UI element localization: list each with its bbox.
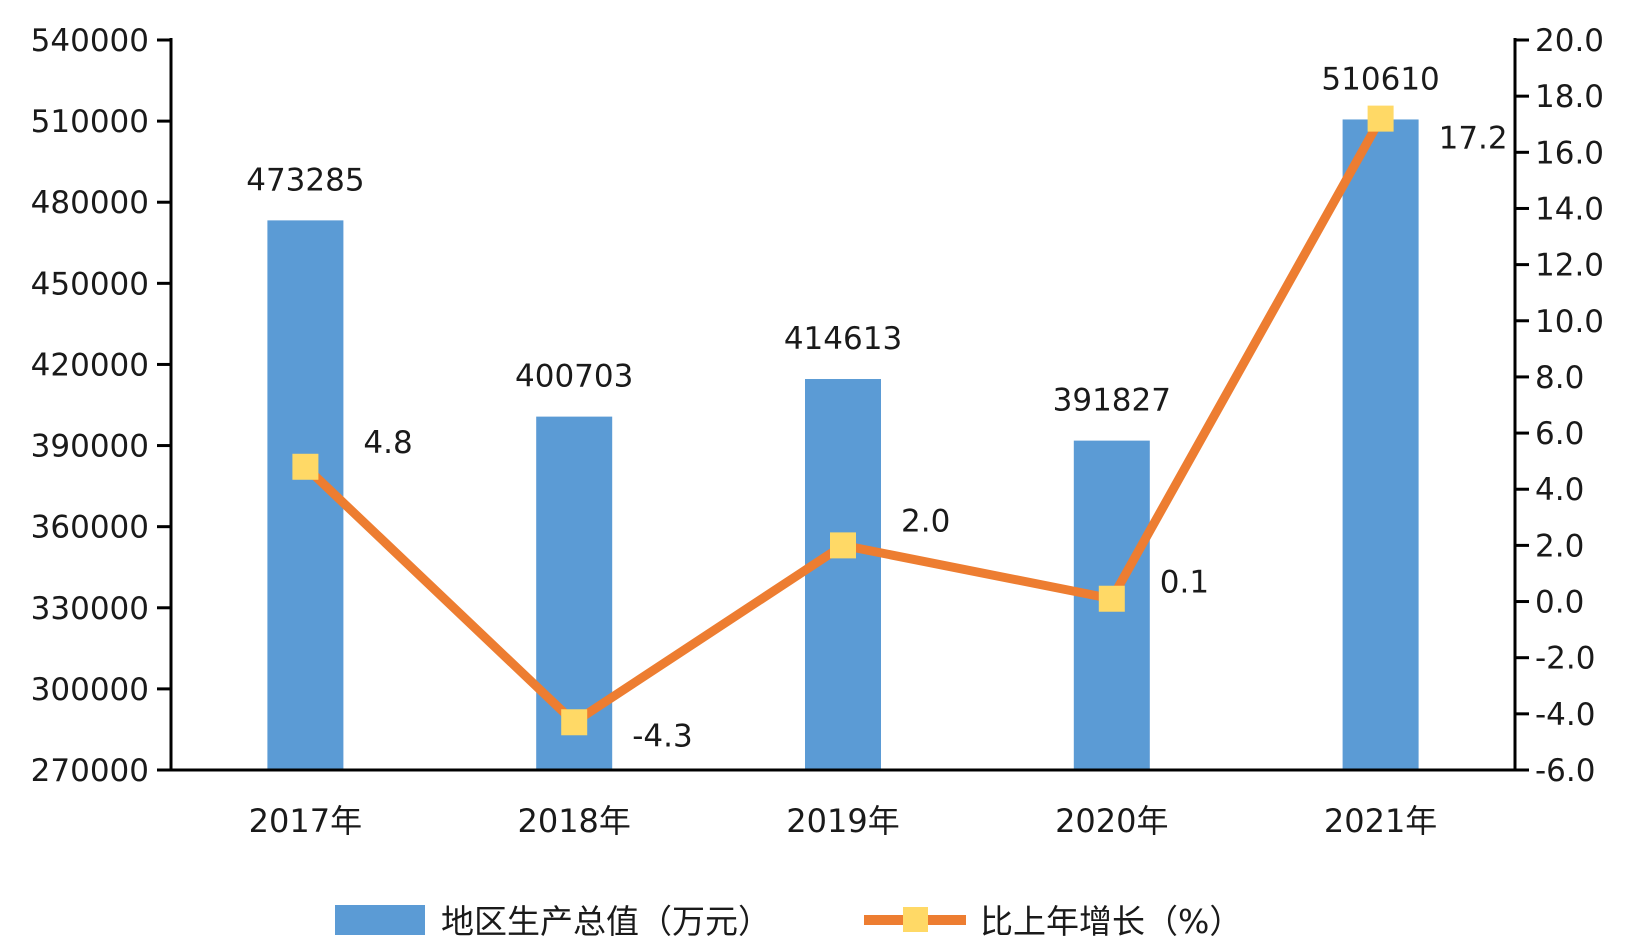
right-axis-ticks: 20.0 18.0 16.0 14.0 12.0 10.0 8.0 6.0 4.0 2.0 0.0 -… <box>1535 23 1604 789</box>
line-data-labels: 4.8 -4.3 2.0 0.1 17.2 <box>363 121 1507 755</box>
right-tick-label: -6.0 <box>1535 753 1596 789</box>
right-tick-label: 0.0 <box>1535 585 1584 621</box>
line-marker <box>292 453 319 480</box>
legend-bar-label: 地区生产总值（万元） <box>441 902 771 941</box>
right-tick-label: -2.0 <box>1535 641 1596 677</box>
axes <box>157 38 1529 772</box>
right-tick-label: 14.0 <box>1535 191 1604 227</box>
category-label: 2017年 <box>249 802 362 840</box>
left-tick-label: 510000 <box>31 104 149 140</box>
left-tick-label: 270000 <box>31 753 149 789</box>
category-label: 2020年 <box>1055 802 1168 840</box>
right-tick-label: -4.0 <box>1535 697 1596 733</box>
bar-data-label: 510610 <box>1321 61 1439 97</box>
right-tick-label: 16.0 <box>1535 135 1604 171</box>
bar-data-label: 473285 <box>246 162 364 198</box>
bar <box>1342 119 1419 770</box>
left-tick-label: 390000 <box>31 429 149 465</box>
legend-marker-swatch <box>903 907 928 932</box>
legend-bar-swatch <box>335 905 425 935</box>
line-data-label: 0.1 <box>1160 565 1209 601</box>
line-marker <box>561 709 588 736</box>
left-tick-label: 450000 <box>31 266 149 302</box>
category-labels: 2017年 2018年 2019年 2020年 2021年 <box>249 802 1438 840</box>
line-series <box>292 105 1394 736</box>
category-label: 2018年 <box>517 802 630 840</box>
right-tick-label: 20.0 <box>1535 23 1604 59</box>
left-tick-label: 300000 <box>31 672 149 708</box>
right-tick-label: 4.0 <box>1535 472 1584 508</box>
line-data-label: 17.2 <box>1439 121 1508 157</box>
legend: 地区生产总值（万元） 比上年增长（%） <box>335 902 1242 941</box>
right-tick-label: 2.0 <box>1535 528 1584 564</box>
left-tick-label: 540000 <box>31 23 149 59</box>
bar <box>805 379 881 770</box>
right-tick-label: 8.0 <box>1535 360 1584 396</box>
line-data-label: 4.8 <box>363 425 412 461</box>
right-tick-label: 18.0 <box>1535 79 1604 115</box>
right-tick-label: 6.0 <box>1535 416 1584 452</box>
category-label: 2021年 <box>1324 802 1437 840</box>
left-tick-label: 360000 <box>31 510 149 546</box>
left-axis-ticks: 540000 510000 480000 450000 420000 390000 3600… <box>31 23 149 789</box>
line-marker <box>830 532 856 559</box>
right-tick-label: 10.0 <box>1535 304 1604 340</box>
bar-data-label: 414613 <box>784 321 902 357</box>
line-marker <box>1098 585 1125 612</box>
legend-line-label: 比上年增长（%） <box>980 902 1242 941</box>
left-tick-label: 480000 <box>31 185 149 221</box>
category-label: 2019年 <box>786 802 899 840</box>
right-tick-label: 12.0 <box>1535 248 1604 284</box>
bar-data-labels: 473285 400703 414613 391827 510610 <box>246 61 1440 418</box>
bar-data-label: 400703 <box>515 359 633 395</box>
bar-data-label: 391827 <box>1053 383 1171 419</box>
left-tick-label: 330000 <box>31 591 149 627</box>
left-tick-label: 420000 <box>31 347 149 383</box>
line-data-label: -4.3 <box>632 718 693 754</box>
line-marker <box>1367 105 1394 132</box>
bar-series <box>267 119 1419 771</box>
line-data-label: 2.0 <box>901 503 950 539</box>
